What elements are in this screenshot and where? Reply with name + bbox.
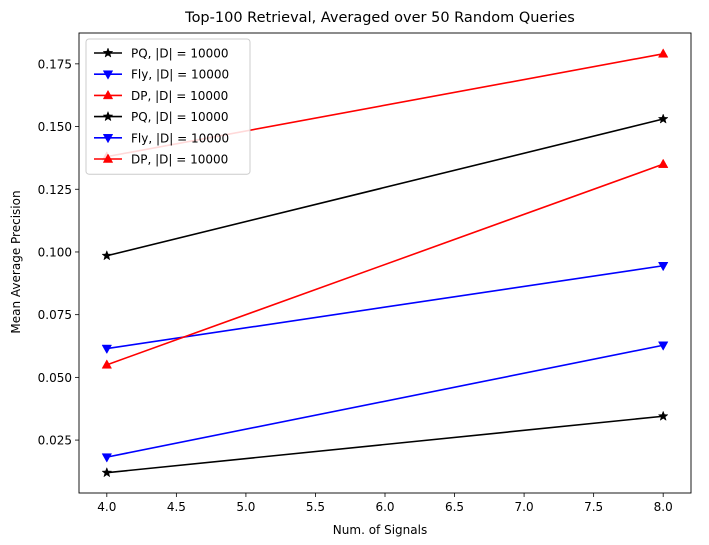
series-line-4 [106,415,664,474]
legend-label: Fly, |D| = 10000 [131,131,229,145]
legend-marker [102,134,114,144]
plot-area: 4.0 4.5 5.0 5.5 6.0 6.5 7.0 7.5 8.0 0.025 0.050 0.0… [38,32,692,514]
x-tick-label: 7.0 [515,500,534,514]
x-tick-label: 7.5 [584,500,603,514]
series-line-2 [106,264,664,350]
series-line-5 [106,344,664,458]
data-point [658,341,669,351]
legend-label: DP, |D| = 10000 [131,153,228,167]
legend-marker [102,153,114,163]
data-point [101,453,112,463]
y-axis-label: Mean Average Precision [9,190,23,333]
data-point [657,410,669,421]
data-point [658,262,669,272]
chart-title: Top-100 Retrieval, Averaged over 50 Rand… [184,10,575,26]
x-tick-label: 6.0 [375,500,394,514]
y-tick-label: 0.175 [38,57,72,71]
data-point [101,250,113,261]
x-tick-label: 4.5 [167,500,186,514]
legend-label: PQ, |D| = 10000 [131,47,229,61]
x-tick-label: 6.5 [445,500,464,514]
legend-box [85,38,251,175]
y-tick-label: 0.050 [38,371,72,385]
legend-marker [102,89,114,100]
x-axis-label: Num. of Signals [333,523,427,537]
y-tick-label: 0.025 [38,434,72,448]
legend-label: Fly, |D| = 10000 [131,68,229,82]
data-point [658,48,669,58]
data-point [101,359,112,369]
y-tick-label: 0.125 [38,183,72,197]
legend: PQ, |D| = 10000 Fly, |D| = 10000 DP, |D| =… [85,38,251,175]
legend-marker [102,47,114,58]
x-tick-label: 5.5 [306,500,325,514]
y-tick-label: 0.075 [38,308,72,322]
x-tick-label: 8.0 [654,500,673,514]
data-point [101,344,112,355]
y-tick-label: 0.100 [38,245,72,259]
legend-marker [102,110,114,122]
x-tick-label: 5.0 [236,500,255,514]
series-line-1 [106,118,664,257]
series-line-6 [106,163,664,366]
x-tick-label: 4.0 [97,500,116,514]
data-point [101,466,113,478]
legend-marker [102,70,114,80]
legend-label: DP, |D| = 10000 [131,89,228,103]
y-tick-label: 0.150 [38,120,72,134]
data-point [658,158,669,168]
legend-label: PQ, |D| = 10000 [131,110,229,124]
data-point [657,113,669,124]
axes-frame [78,32,692,494]
